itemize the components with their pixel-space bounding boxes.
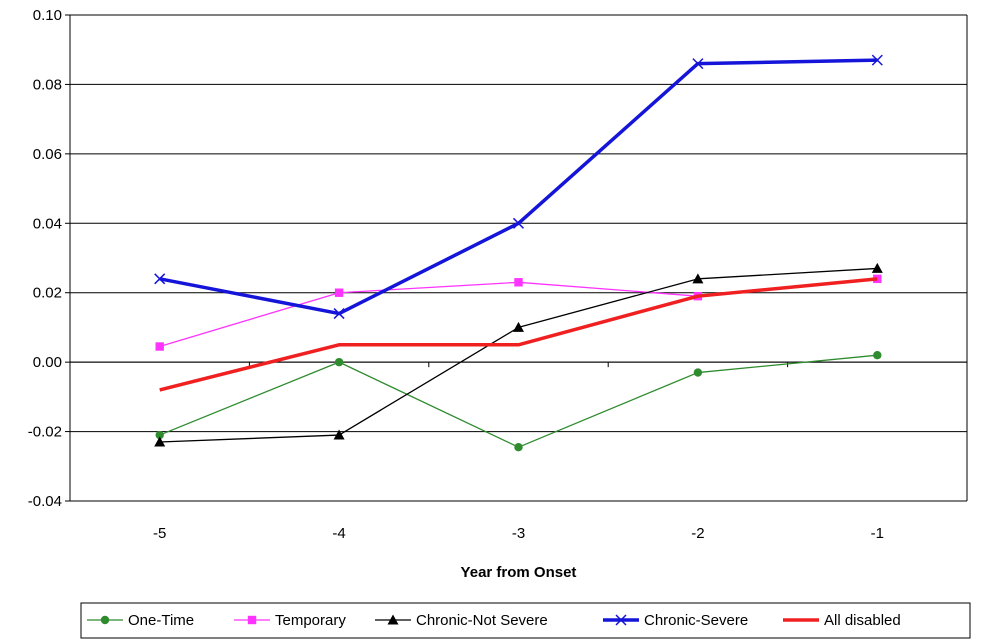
y-tick-label: 0.04 — [33, 215, 62, 232]
legend-swatch-marker — [100, 615, 110, 625]
data-point — [514, 442, 523, 452]
y-tick-label: 0.00 — [33, 354, 62, 371]
legend-swatch-marker — [615, 614, 627, 626]
legend-entry: Temporary — [234, 612, 346, 629]
series-line — [159, 354, 878, 448]
data-point — [155, 430, 164, 440]
data-point — [334, 357, 344, 367]
series-all-disabled — [159, 277, 878, 392]
data-point — [692, 58, 704, 70]
legend-label: Temporary — [275, 612, 346, 629]
x-tick-label: -3 — [512, 525, 525, 542]
data-point — [154, 273, 166, 285]
data-point — [693, 368, 703, 377]
legend-box — [80, 602, 971, 639]
x-tick-label: -5 — [153, 525, 166, 542]
data-point — [514, 278, 523, 287]
legend-entry: One-Time — [87, 612, 194, 629]
legend-label: All disabled — [824, 612, 901, 629]
legend-entry: Chronic-Not Severe — [375, 612, 548, 629]
data-point — [871, 262, 883, 273]
series-line — [159, 277, 878, 392]
data-point — [334, 288, 344, 297]
data-point — [512, 217, 525, 229]
legend-entry: All disabled — [783, 612, 901, 629]
data-point — [692, 273, 704, 284]
legend: One-Time Temporary Chronic-Not Severe Chron… — [80, 602, 971, 639]
series-one-time — [155, 351, 882, 452]
tick-labels: -0.04 -0.02 0.00 0.02 0.04 0.06 0.08 0.10 -5 -4 -3… — [28, 7, 884, 542]
data-point — [333, 308, 345, 320]
data-point — [873, 274, 882, 284]
data-point — [871, 54, 883, 66]
series-lines — [154, 54, 883, 452]
data-point — [333, 429, 345, 440]
data-point — [155, 342, 164, 351]
x-tick-label: -4 — [332, 525, 345, 542]
x-tick-label: -2 — [691, 525, 704, 542]
data-point — [873, 351, 882, 360]
series-temporary — [155, 274, 882, 351]
legend-swatch-marker — [387, 614, 399, 625]
y-tick-label: 0.10 — [33, 7, 62, 24]
y-tick-label: -0.02 — [28, 424, 62, 441]
y-tick-label: -0.04 — [28, 493, 62, 510]
legend-swatch-marker — [247, 615, 257, 625]
x-axis-title: Year from Onset — [461, 564, 577, 581]
y-tick-label: 0.06 — [33, 146, 62, 163]
data-point — [154, 436, 166, 447]
series-chronic-severe — [154, 54, 883, 320]
axes — [65, 14, 968, 502]
series-line — [159, 267, 878, 443]
series-chronic-not-severe — [154, 262, 883, 447]
legend-label: One-Time — [128, 612, 194, 629]
y-tick-label: 0.08 — [33, 76, 62, 93]
data-point — [513, 321, 524, 332]
legend-label: Chronic-Not Severe — [416, 612, 548, 629]
x-tick-label: -1 — [871, 525, 884, 542]
legend-entry: Chronic-Severe — [603, 612, 748, 629]
y-tick-label: 0.02 — [33, 285, 62, 302]
gridlines — [70, 14, 967, 502]
series-line — [159, 58, 878, 316]
legend-label: Chronic-Severe — [644, 612, 748, 629]
